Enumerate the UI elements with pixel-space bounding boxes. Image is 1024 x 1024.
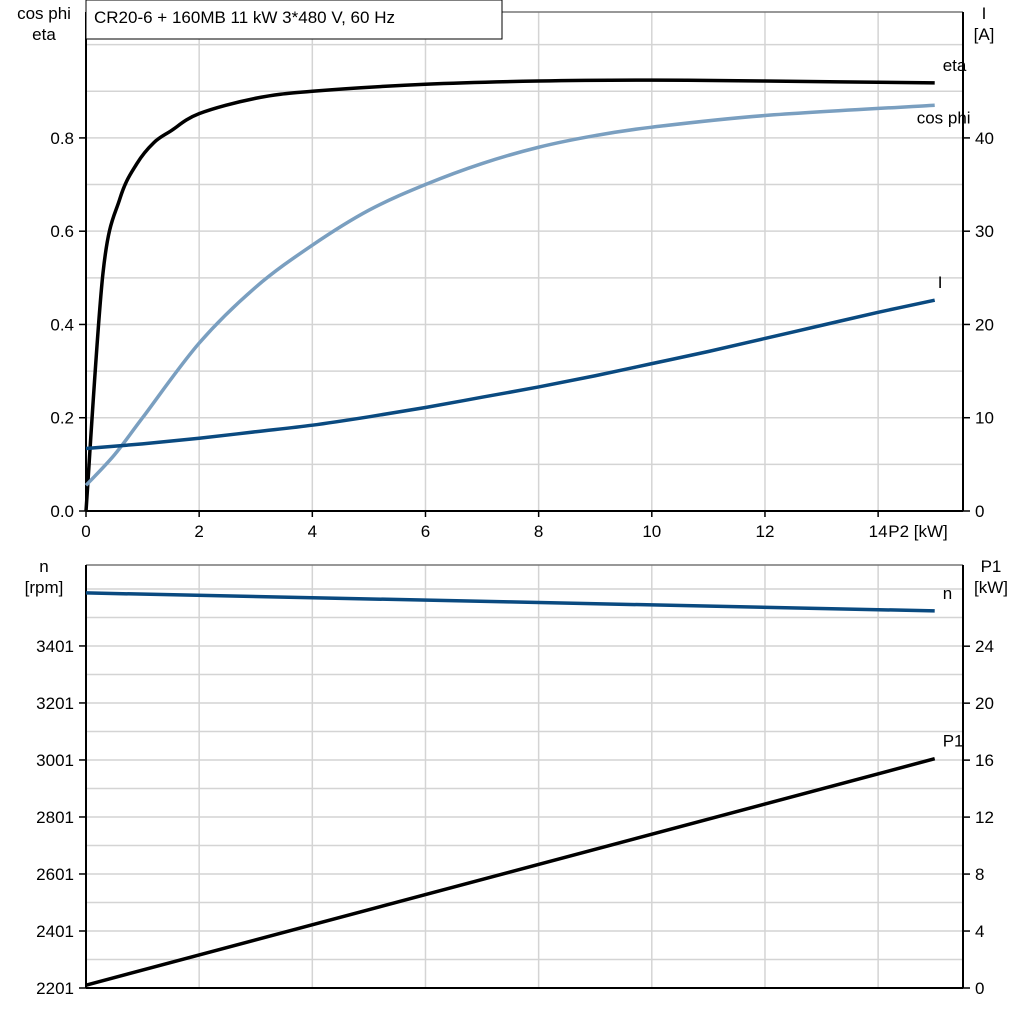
y-left-tick-label: 2201 [36,979,74,998]
y-right-tick-label: 0 [975,502,984,521]
y-right-axis-label: I [982,4,987,23]
series-label-cos-phi: cos phi [917,108,971,127]
y-right-tick-label: 10 [975,409,994,428]
top-chart: 0.0 0.2 0.4 0.6 0.8 0 10 20 30 40 0 2 4 6 8 10 12 14 P2 [k… [17,4,994,541]
series-label-eta: eta [943,56,967,75]
y-right-tick-label: 40 [975,129,994,148]
x-tick-label: 0 [81,522,90,541]
y-left-tick-label: 3401 [36,637,74,656]
y-right-tick-label: 0 [975,979,984,998]
y-left-tick-label: 0.8 [50,129,74,148]
y-left-axis-label: cos phi [17,4,71,23]
y-left-tick-label: 3201 [36,694,74,713]
y-left-axis-label: n [39,557,48,576]
x-tick-label: 2 [194,522,203,541]
y-right-axis-label: [A] [974,25,995,44]
y-right-tick-label: 20 [975,694,994,713]
chart-title: CR20-6 + 160MB 11 kW 3*480 V, 60 Hz [94,8,395,27]
y-right-tick-label: 4 [975,922,984,941]
x-tick-label: 12 [756,522,775,541]
y-left-tick-label: 2401 [36,922,74,941]
y-left-tick-label: 0.0 [50,502,74,521]
title-box: CR20-6 + 160MB 11 kW 3*480 V, 60 Hz [85,0,503,40]
y-right-tick-label: 30 [975,222,994,241]
bottom-chart: 2201 2401 2601 2801 3001 3201 3401 0 4 8 12 16 20 24 n… [25,557,1008,998]
x-tick-label: 10 [642,522,661,541]
y-left-tick-label: 2601 [36,865,74,884]
series-label-p1: P1 [943,732,964,751]
series-line-n [85,591,935,613]
x-axis-label: P2 [kW] [888,522,948,541]
y-left-tick-label: 2801 [36,808,74,827]
y-right-tick-label: 16 [975,751,994,770]
series-line-p1 [85,757,936,987]
y-left-tick-label: 0.4 [50,315,74,334]
y-left-axis-label: eta [32,25,56,44]
series-line-eta [84,78,935,512]
series-line-cos-phi [84,103,935,487]
x-tick-label: 4 [308,522,317,541]
series-label-n: n [943,584,952,603]
y-left-tick-label: 3001 [36,751,74,770]
y-right-tick-label: 12 [975,808,994,827]
y-right-axis-label: [kW] [974,578,1008,597]
y-right-tick-label: 20 [975,315,994,334]
y-right-tick-label: 24 [975,637,994,656]
x-tick-label: 6 [421,522,430,541]
y-left-axis-label: [rpm] [25,578,64,597]
y-left-tick-label: 0.6 [50,222,74,241]
x-tick-label: 8 [534,522,543,541]
y-right-tick-label: 8 [975,865,984,884]
y-left-tick-label: 0.2 [50,409,74,428]
series-line-i [85,298,936,451]
y-right-axis-label: P1 [981,557,1002,576]
series-label-i: I [938,273,943,292]
x-tick-label: 14 [869,522,888,541]
